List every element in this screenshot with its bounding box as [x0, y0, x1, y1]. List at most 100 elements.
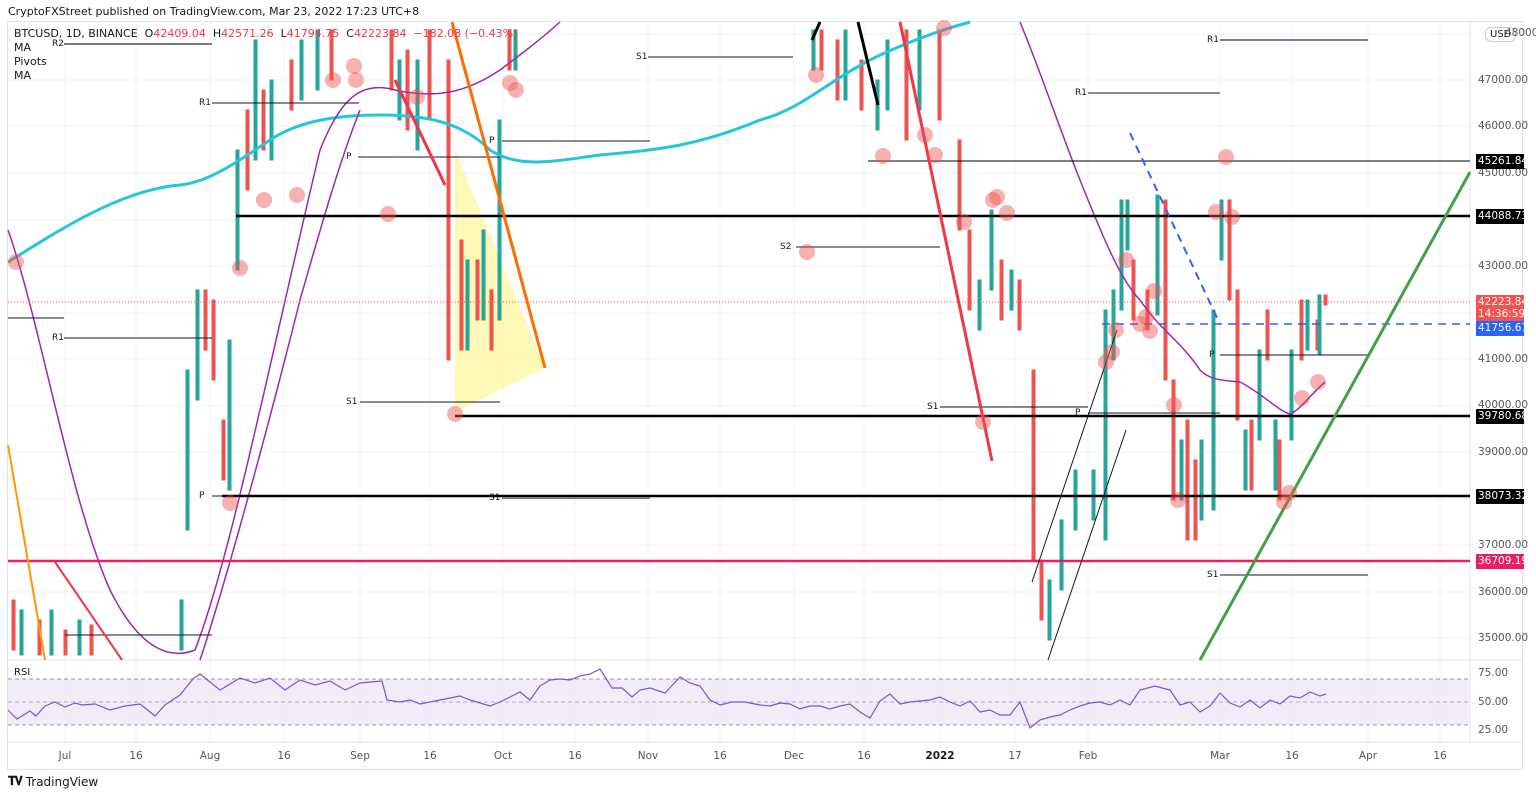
trendline-red-3 [54, 561, 123, 661]
price-tick: 43000.00 [1478, 260, 1529, 272]
close-label: C [346, 27, 354, 40]
countdown-label: 14:36:59 [1476, 308, 1526, 321]
low-value: 41794.75 [286, 27, 340, 40]
pivot-label-s1: S1 [489, 493, 501, 503]
channel-line-2 [1047, 429, 1127, 661]
brand-label: TradingView [25, 774, 99, 789]
indicator-pivots[interactable]: Pivots [14, 55, 47, 68]
rsi-tick: 25.00 [1478, 724, 1509, 736]
price-label-last: 42223.84 [1476, 295, 1529, 310]
trendline-orange-2 [7, 444, 46, 661]
indicator-ma-2[interactable]: MA [14, 69, 32, 82]
publisher-line: CryptoFXStreet published on TradingView.… [8, 5, 420, 18]
channel-line-1 [1031, 329, 1118, 583]
indicator-ma-1[interactable]: MA [14, 41, 32, 54]
trendline-dashed-blue [1129, 132, 1221, 325]
candles [11, 29, 1328, 656]
time-tick: Jul [58, 750, 72, 762]
time-tick: 16 [1433, 750, 1447, 762]
pivot-label-r1: R1 [1075, 88, 1087, 98]
time-tick: 16 [1285, 750, 1299, 762]
price-tick: 36000.00 [1478, 586, 1529, 598]
tradingview-logo-icon: 𝐓𝐕 [8, 774, 23, 788]
ma-fast-line [7, 21, 561, 655]
open-value: 42409.04 [153, 27, 206, 40]
price-label-39780: 39780.68 [1476, 409, 1529, 424]
time-tick: Apr [1358, 750, 1378, 762]
price-tick: 37000.00 [1478, 539, 1529, 551]
change-value: −182.08 (−0.43%) [413, 27, 518, 40]
trendline-red-1 [393, 79, 447, 186]
symbol-row: BTCUSD, 1D, BINANCE O42409.04 H42571.26 … [14, 27, 517, 41]
circle-markers [8, 20, 1326, 511]
open-label: O [144, 27, 154, 40]
price-tick: 35000.00 [1478, 632, 1529, 644]
ma-fast-line-3 [199, 109, 361, 661]
pivot-label-s1: S1 [1207, 570, 1219, 580]
pivot-label-s1: S1 [636, 52, 648, 62]
time-tick: Mar [1210, 750, 1230, 762]
price-label-44088: 44088.73 [1476, 209, 1529, 224]
time-tick: 16 [423, 750, 437, 762]
chart-frame [7, 21, 1523, 770]
pivot-lines [8, 39, 1368, 636]
trendline-red-2 [898, 21, 994, 462]
ma-fast-line-2 [1019, 21, 1326, 415]
pivot-label-p: P [199, 491, 205, 501]
time-tick: 16 [568, 750, 582, 762]
price-label-36709: 36709.19 [1476, 554, 1529, 569]
ma-slow-line [7, 20, 971, 264]
price-tick: 47000.00 [1478, 74, 1529, 86]
trendline-green [1198, 171, 1472, 661]
price-label-41756: 41756.61 [1476, 321, 1529, 336]
grid [8, 22, 1470, 742]
time-tick: 16 [277, 750, 291, 762]
price-tick: 46000.00 [1478, 120, 1529, 132]
pivot-label-r2: R2 [52, 39, 64, 49]
rsi-tick: 75.00 [1478, 667, 1509, 679]
pivot-label-s1: S1 [927, 402, 939, 412]
trendline-orange [450, 21, 547, 369]
time-tick: Feb [1078, 750, 1098, 762]
time-tick: 17 [1008, 750, 1022, 762]
currency-badge[interactable]: USD [1485, 27, 1517, 42]
pivot-label-r1: R1 [199, 98, 211, 108]
high-label: H [212, 27, 222, 40]
price-label-38073: 38073.32 [1476, 489, 1529, 504]
time-tick: 16 [857, 750, 871, 762]
high-value: 42571.26 [221, 27, 274, 40]
time-tick: Aug [199, 750, 221, 762]
time-tick: Sep [350, 750, 370, 762]
pivot-label-r1: R1 [52, 333, 64, 343]
price-tick: 40000.00 [1478, 399, 1529, 411]
close-value: 42223.84 [353, 27, 407, 40]
pivot-label-r1: R1 [1207, 35, 1219, 45]
trendline-black-1 [810, 21, 822, 41]
price-tick: 48000.00 [1505, 27, 1536, 39]
symbol-label: BTCUSD, 1D, BINANCE [14, 27, 138, 40]
rsi-tick: 50.00 [1478, 696, 1509, 708]
price-tick: 39000.00 [1478, 446, 1529, 458]
time-tick: Nov [637, 750, 659, 762]
time-tick: 16 [713, 750, 727, 762]
trendline-black-2 [856, 21, 880, 106]
time-tick-year: 2022 [925, 750, 955, 762]
pivot-label-p: P [1075, 408, 1081, 418]
time-tick: Oct [493, 750, 513, 762]
tradingview-logo[interactable]: 𝐓𝐕 TradingView [8, 774, 98, 789]
rsi-line [7, 668, 1327, 729]
pivot-label-p: P [489, 136, 495, 146]
pivot-label-s2: S2 [780, 242, 792, 252]
time-tick: Dec [783, 750, 805, 762]
chart-legend: BTCUSD, 1D, BINANCE O42409.04 H42571.26 … [14, 27, 517, 83]
low-label: L [280, 27, 287, 40]
price-tick: 41000.00 [1478, 353, 1529, 365]
price-label-45261: 45261.84 [1476, 154, 1529, 169]
pivot-label-p: P [346, 152, 352, 162]
rsi-label[interactable]: RSI [14, 667, 31, 678]
pivot-label-s1: S1 [346, 397, 358, 407]
price-tick: 45000.00 [1478, 167, 1529, 179]
pivot-label-p: P [1209, 350, 1215, 360]
time-tick: 16 [129, 750, 143, 762]
